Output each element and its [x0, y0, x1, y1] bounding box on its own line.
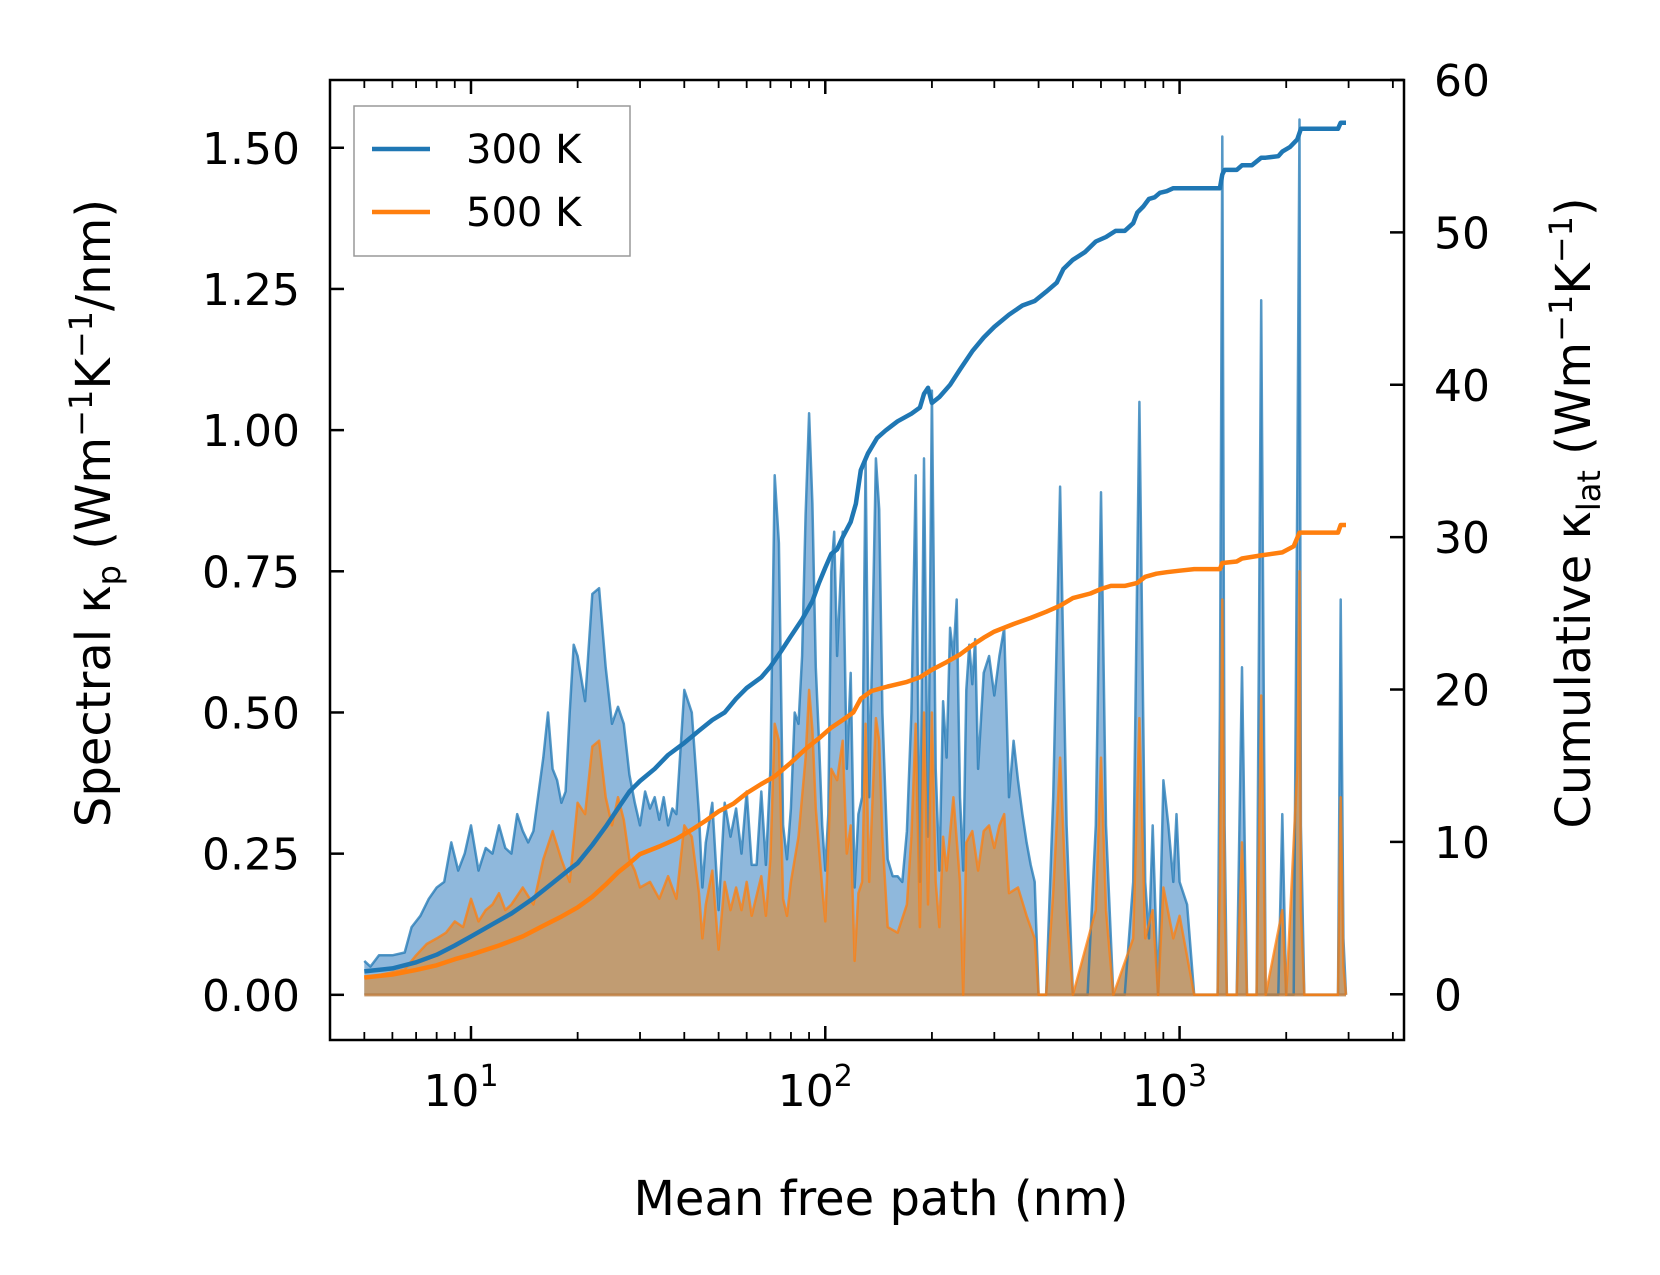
y-left-tick-label: 1.50 [202, 124, 300, 175]
x-tick-label: 101 [423, 1059, 498, 1117]
y-left-tick-label: 1.25 [202, 265, 300, 316]
y-right-tick-label: 50 [1434, 208, 1490, 259]
x-tick-label: 102 [778, 1059, 853, 1117]
y-right-tick-label: 40 [1434, 361, 1490, 412]
y-right-tick-label: 60 [1434, 56, 1490, 107]
x-axis-label: Mean free path (nm) [634, 1171, 1129, 1227]
y-right-tick-label: 0 [1434, 970, 1462, 1021]
x-tick-label: 103 [1132, 1059, 1207, 1117]
y-right-tick-label: 10 [1434, 818, 1490, 869]
y-right-tick-label: 30 [1434, 513, 1490, 564]
axis-labels: Mean free path (nm) Spectral κp (Wm−1K−1… [62, 197, 1608, 1227]
legend: 300 K 500 K [353, 105, 631, 257]
y-left-tick-label: 0.25 [202, 830, 300, 881]
spectral-lines [363, 118, 1348, 997]
cumulative-lines [364, 120, 1346, 980]
spectral-line-300-k [363, 118, 1348, 997]
legend-label: 300 K [466, 127, 583, 173]
legend-label: 500 K [466, 190, 583, 236]
plot-frame [328, 78, 1406, 1042]
y-axis-label-left: Spectral κp (Wm−1K−1/nm) [62, 199, 128, 827]
legend-box [353, 105, 631, 257]
y-left-tick-label: 0.50 [202, 688, 300, 739]
spectral-line-500-k [364, 570, 1348, 997]
y-right-tick-label: 20 [1434, 666, 1490, 717]
y-axis-label-right: Cumulative κlat (Wm−1K−1) [1542, 197, 1608, 828]
y-left-tick-label: 0.75 [202, 547, 300, 598]
y-left-tick-label: 0.00 [202, 971, 300, 1022]
spectral-fill-500-k [364, 571, 1346, 995]
y-left-tick-label: 1.00 [202, 406, 300, 457]
axes-group: 0.00 0.25 0.50 0.75 1.00 1.25 1.50 0 10 20 30 40 50 6… [202, 56, 1490, 1117]
cumulative-line-500-k [364, 522, 1346, 980]
cumulative-line-300-k [364, 120, 1346, 974]
